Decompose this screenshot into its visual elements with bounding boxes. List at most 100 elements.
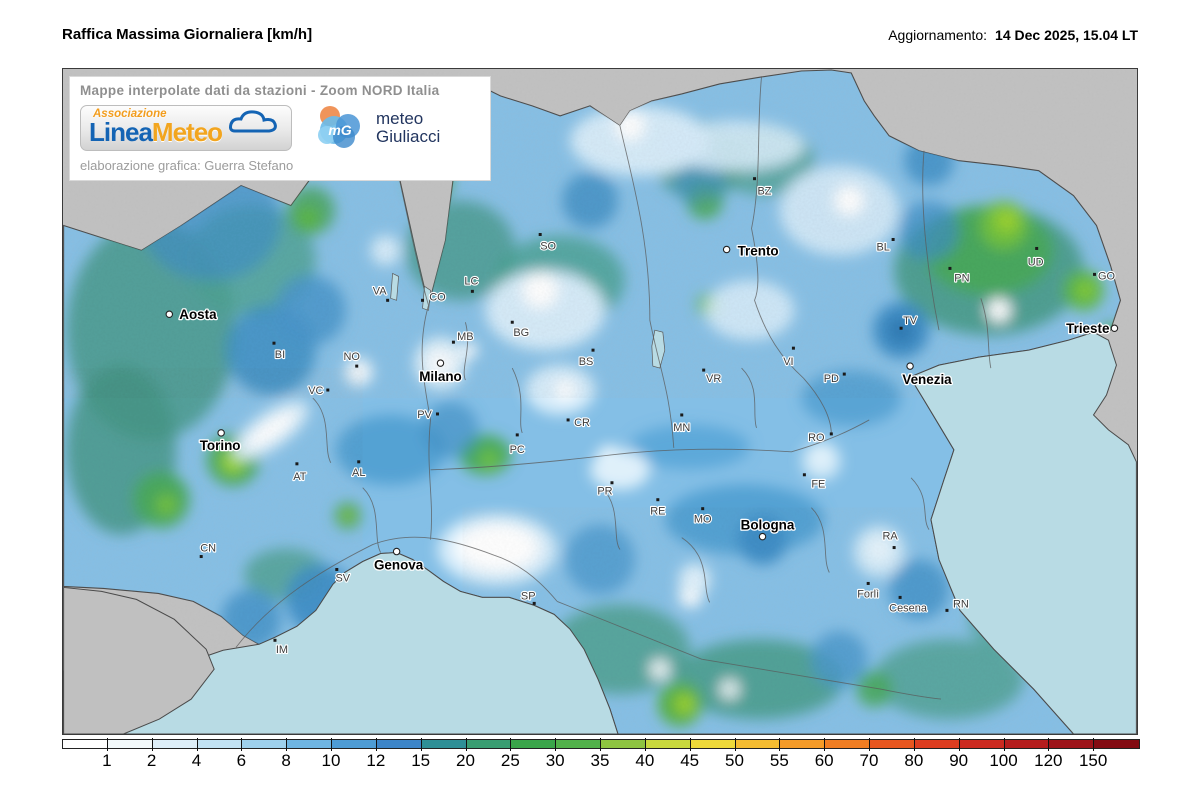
legend-segment-21 xyxy=(1004,740,1050,748)
station-marker-pc xyxy=(515,433,519,437)
station-marker-forl- xyxy=(866,581,870,585)
station-marker-bl xyxy=(891,237,895,241)
legend-segment-19 xyxy=(914,740,960,748)
legend-value-8: 8 xyxy=(281,751,291,770)
legend-segment-22 xyxy=(1049,740,1095,748)
station-label-vc: VC xyxy=(308,385,323,397)
station-label-va: VA xyxy=(373,285,387,297)
station-marker-ro xyxy=(829,432,833,436)
legend-segment-4 xyxy=(242,740,288,748)
legend-segment-7 xyxy=(376,740,422,748)
legend-value-20: 20 xyxy=(456,751,475,770)
watermark-box: Mappe interpolate dati da stazioni - Zoo… xyxy=(69,76,491,181)
legend-tick xyxy=(196,738,198,751)
legend-segment-16 xyxy=(780,740,826,748)
station-label-cesena: Cesena xyxy=(889,602,928,614)
legend-segment-20 xyxy=(959,740,1005,748)
gust-field xyxy=(63,69,1122,734)
station-marker-cesena xyxy=(898,595,902,599)
station-label-no: NO xyxy=(344,351,360,363)
mg-line2: Giuliacci xyxy=(376,127,441,146)
station-label-so: SO xyxy=(540,240,556,252)
station-label-tv: TV xyxy=(903,315,918,327)
legend-value-1: 1 xyxy=(102,751,112,770)
station-marker-mn xyxy=(680,413,684,417)
station-label-vr: VR xyxy=(706,373,721,385)
station-label-mn: MN xyxy=(673,422,690,434)
station-marker-pd xyxy=(842,372,846,376)
legend-value-100: 100 xyxy=(989,751,1018,770)
legend-value-150: 150 xyxy=(1078,751,1108,770)
station-marker-al xyxy=(357,460,361,464)
station-marker-co xyxy=(421,298,425,302)
station-marker-pr xyxy=(610,481,614,485)
station-label-vi: VI xyxy=(783,356,793,368)
legend-tick xyxy=(331,738,332,751)
legend-segment-13 xyxy=(645,740,691,748)
legend-value-12: 12 xyxy=(366,751,386,770)
lake-garda xyxy=(651,329,666,369)
linea-meteo-association-label: Associazione xyxy=(93,108,167,120)
cloud-icon xyxy=(229,110,277,133)
city-label-aosta: Aosta xyxy=(179,307,217,322)
station-label-pr: PR xyxy=(597,486,612,498)
city-label-trieste: Trieste xyxy=(1066,321,1110,336)
linea-text: Linea xyxy=(89,117,153,147)
legend-segment-10 xyxy=(511,740,557,748)
station-label-bz: BZ xyxy=(758,186,772,198)
station-marker-va xyxy=(386,298,390,302)
legend-value-15: 15 xyxy=(411,751,431,770)
legend-tick xyxy=(151,738,153,751)
station-label-bi: BI xyxy=(275,349,285,361)
legend-tick xyxy=(420,738,422,751)
city-label-genova: Genova xyxy=(374,557,424,572)
legend-segment-23 xyxy=(1094,740,1139,748)
legend-segment-2 xyxy=(152,740,198,748)
city-marker-venezia xyxy=(906,362,914,370)
station-marker-no xyxy=(355,364,359,368)
legend-value-90: 90 xyxy=(949,751,969,770)
station-marker-vi xyxy=(791,346,795,350)
legend-segment-11 xyxy=(556,740,601,748)
linea-meteo-logo: Associazione LineaMeteo xyxy=(80,105,292,151)
update-value: 14 Dec 2025, 15.04 LT xyxy=(995,27,1138,43)
city-label-bologna: Bologna xyxy=(741,518,795,533)
ligurian-sea xyxy=(63,552,619,734)
station-label-lc: LC xyxy=(464,275,478,287)
legend-segment-14 xyxy=(690,740,736,748)
legend-value-2: 2 xyxy=(146,751,157,770)
station-label-fe: FE xyxy=(811,479,825,491)
legend-segment-17 xyxy=(825,740,870,748)
legend-value-45: 45 xyxy=(680,751,700,770)
update-label: Aggiornamento: xyxy=(888,27,988,43)
legend-value-10: 10 xyxy=(321,751,341,770)
station-label-at: AT xyxy=(293,471,306,483)
station-marker-bi xyxy=(272,341,276,345)
station-marker-pn xyxy=(948,266,952,270)
station-label-pd: PD xyxy=(824,373,839,385)
station-marker-rn xyxy=(945,608,949,612)
city-marker-trieste xyxy=(1110,324,1119,332)
station-label-im: IM xyxy=(276,644,288,656)
station-marker-im xyxy=(273,638,277,642)
station-marker-ud xyxy=(1035,246,1039,250)
station-label-rn: RN xyxy=(953,598,969,610)
city-label-torino: Torino xyxy=(200,438,241,453)
legend-segment-9 xyxy=(466,740,512,748)
legend-segment-12 xyxy=(600,740,646,748)
station-label-bg: BG xyxy=(513,327,529,339)
station-marker-cn xyxy=(199,555,203,559)
linea-meteo-name: LineaMeteo xyxy=(89,117,283,147)
city-marker-milano xyxy=(436,359,445,367)
station-label-al: AL xyxy=(352,467,365,479)
page-title: Raffica Massima Giornaliera [km/h] xyxy=(62,26,313,43)
map-canvas: BZ SO BL PN UD GO TV VA CO LC MB BG BS VR VI PD MN RO FE BI… xyxy=(63,69,1137,734)
legend-tick xyxy=(1093,738,1095,751)
station-label-cn: CN xyxy=(200,543,216,555)
station-marker-at xyxy=(295,462,299,466)
legend-segment-5 xyxy=(287,740,332,748)
station-label-ro: RO xyxy=(808,432,824,444)
legend-value-70: 70 xyxy=(859,751,879,770)
station-marker-tv xyxy=(899,326,903,330)
station-marker-go xyxy=(1093,272,1097,276)
